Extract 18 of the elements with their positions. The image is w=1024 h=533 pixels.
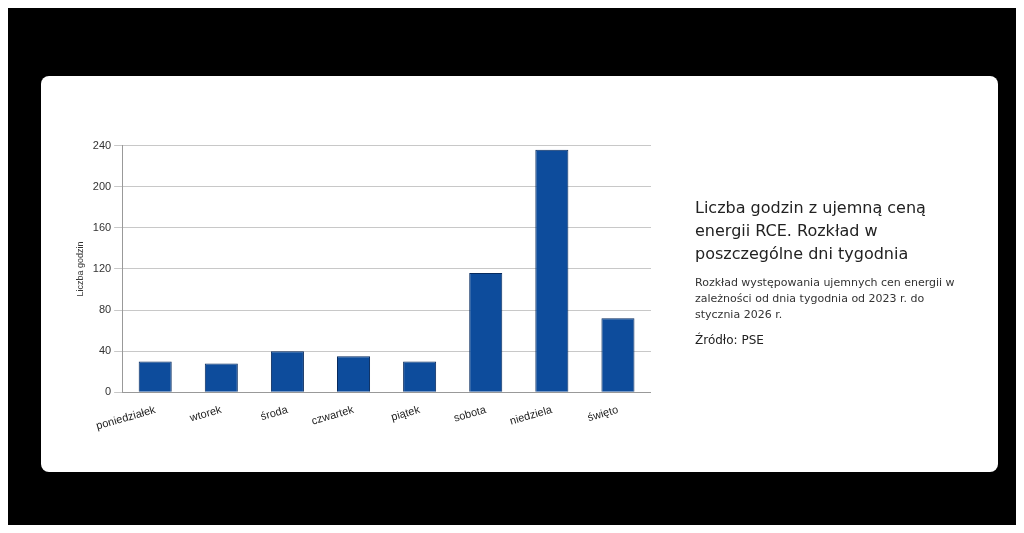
x-tick-label: sobota [452,402,488,424]
y-tick-label: 160 [92,220,112,233]
text: Liczba godzin z ujemną ceną energii RCE. Rozkład w poszczególne dni tygodnia [695,197,927,265]
y-tick-label: 40 [98,344,112,357]
y-tick-label: 80 [98,303,112,316]
text: Źródło: PSE [695,333,765,347]
y-tick-label: 240 [92,138,112,151]
x-tick-label: czwartek [309,402,356,427]
y-tick-label: 0 [105,385,112,398]
x-tick-label: wtorek [187,402,224,424]
x-tick-label: piątek [389,402,422,423]
x-tick-label: niedziela [508,402,555,427]
x-tick-label: święto [586,402,620,424]
x-tick-label: środa [259,402,290,423]
y-axis-title: Liczba godzin [74,241,85,297]
y-tick-label: 120 [92,262,112,274]
y-tick-label: 200 [92,179,112,192]
text: Rozkład występowania ujemnych cen energii w zależności od dnia tygodnia od 2023 r. do stycznia 2026 r. [695,275,956,323]
